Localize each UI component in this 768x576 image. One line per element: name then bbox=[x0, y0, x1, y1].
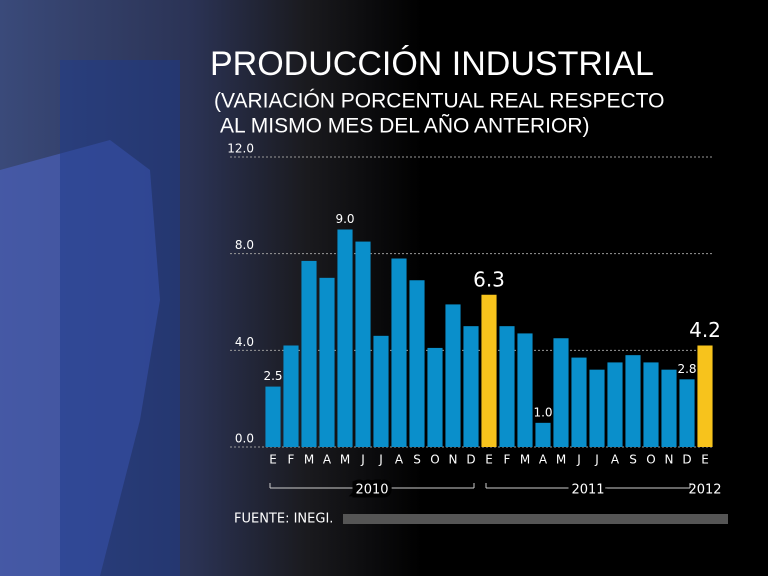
x-tick-label: A bbox=[611, 453, 620, 467]
x-tick-label: J bbox=[360, 453, 365, 467]
year-label: 2010 bbox=[355, 483, 388, 498]
bar bbox=[607, 362, 623, 447]
y-tick-label: 12.0 bbox=[227, 142, 254, 156]
x-tick-label: S bbox=[413, 453, 421, 467]
x-tick-label: D bbox=[466, 453, 475, 467]
x-tick-label: M bbox=[340, 453, 350, 467]
value-label: 9.0 bbox=[335, 212, 354, 226]
x-tick-label: M bbox=[304, 453, 314, 467]
x-tick-label: N bbox=[449, 453, 458, 467]
x-tick-label: J bbox=[378, 453, 383, 467]
x-tick-label: F bbox=[504, 453, 511, 467]
value-label: 1.0 bbox=[533, 405, 552, 419]
value-label: 4.2 bbox=[689, 318, 721, 342]
conveyor bbox=[60, 60, 180, 576]
year-label: 2011 bbox=[571, 483, 604, 498]
bar bbox=[463, 326, 479, 447]
bar bbox=[373, 335, 389, 447]
bar bbox=[409, 280, 425, 447]
y-tick-label: 8.0 bbox=[235, 238, 254, 252]
source-bar bbox=[343, 514, 728, 524]
bar bbox=[355, 241, 371, 447]
bar bbox=[643, 362, 659, 447]
bar bbox=[571, 357, 587, 447]
bar bbox=[337, 229, 353, 447]
x-tick-label: M bbox=[556, 453, 566, 467]
x-tick-label: E bbox=[269, 453, 277, 467]
chart-subtitle: AL MISMO MES DEL AÑO ANTERIOR) bbox=[220, 114, 590, 138]
x-tick-label: D bbox=[682, 453, 691, 467]
x-tick-label: E bbox=[485, 453, 493, 467]
source: FUENTE: INEGI. bbox=[234, 512, 333, 527]
x-tick-label: J bbox=[594, 453, 599, 467]
bar bbox=[499, 326, 515, 447]
chart-title: PRODUCCIÓN INDUSTRIAL bbox=[210, 45, 654, 83]
bar bbox=[301, 260, 317, 447]
bar bbox=[265, 386, 281, 447]
x-tick-label: E bbox=[701, 453, 709, 467]
chart-subtitle: (VARIACIÓN PORCENTUAL REAL RESPECTO bbox=[214, 90, 664, 113]
x-tick-label: S bbox=[629, 453, 637, 467]
x-tick-label: A bbox=[323, 453, 332, 467]
y-tick-label: 0.0 bbox=[235, 432, 254, 446]
bar bbox=[625, 355, 641, 447]
x-tick-label: J bbox=[576, 453, 581, 467]
y-tick-label: 4.0 bbox=[235, 335, 254, 349]
x-tick-label: O bbox=[430, 453, 439, 467]
value-label: 6.3 bbox=[473, 267, 505, 291]
year-label: 2012 bbox=[688, 483, 721, 498]
bar bbox=[283, 345, 299, 447]
bar bbox=[319, 277, 335, 447]
bar bbox=[661, 369, 677, 447]
x-tick-label: O bbox=[646, 453, 655, 467]
bar bbox=[481, 294, 497, 447]
bar bbox=[427, 347, 443, 447]
bar bbox=[535, 422, 551, 447]
bar bbox=[517, 333, 533, 447]
bar bbox=[391, 258, 407, 447]
bar bbox=[553, 338, 569, 447]
value-label: 2.8 bbox=[677, 362, 696, 376]
x-tick-label: F bbox=[288, 453, 295, 467]
bar bbox=[589, 369, 605, 447]
bar bbox=[697, 345, 713, 447]
x-tick-label: M bbox=[520, 453, 530, 467]
x-tick-label: A bbox=[395, 453, 404, 467]
bar bbox=[445, 304, 461, 447]
bar bbox=[679, 379, 695, 447]
x-tick-label: N bbox=[665, 453, 674, 467]
value-label: 2.5 bbox=[263, 369, 282, 383]
x-tick-label: A bbox=[539, 453, 548, 467]
